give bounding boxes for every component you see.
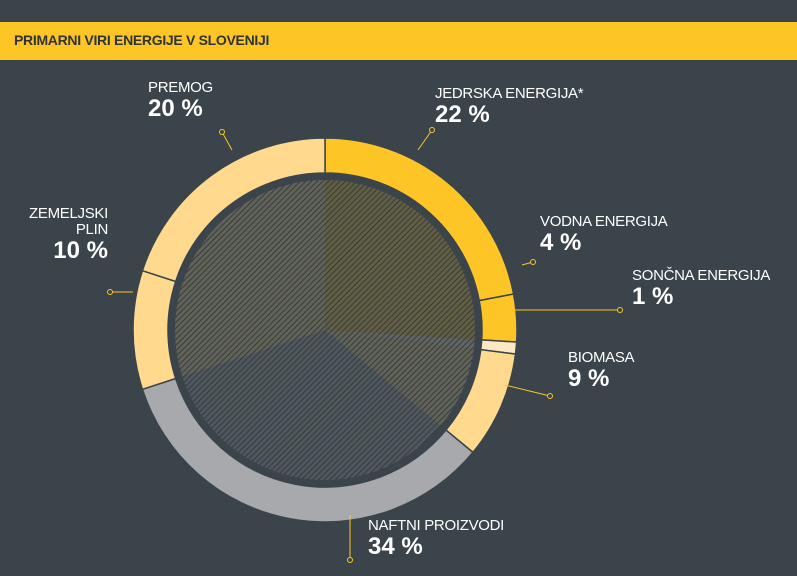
chart-title: PRIMARNI VIRI ENERGIJE V SLOVENIJI — [14, 32, 270, 48]
leader-line — [504, 384, 551, 397]
pie-slice — [325, 330, 475, 349]
pie-slice — [325, 330, 474, 426]
value-label: 20 % — [148, 94, 203, 122]
segment-label: ZEMELJSKI PLIN 10 % — [18, 206, 108, 263]
leader-dot — [219, 129, 225, 135]
category-label: SONČNA ENERGIJA — [632, 267, 771, 284]
category-label: ZEMELJSKI PLIN — [29, 205, 108, 238]
category-label: PREMOG — [148, 79, 213, 96]
category-label: NAFTNI PROIZVODI — [368, 517, 505, 534]
segment-label: JEDRSKA ENERGIJA* 22 % — [435, 85, 584, 128]
pie-slice — [325, 301, 476, 340]
header-bar: PRIMARNI VIRI ENERGIJE V SLOVENIJI — [0, 22, 797, 60]
donut-segment — [141, 137, 326, 283]
value-label: 22 % — [435, 100, 490, 128]
segment-label: SONČNA ENERGIJA 1 % — [632, 268, 770, 309]
pie-slice — [175, 283, 325, 377]
leader-dot — [530, 259, 536, 265]
leader-dot — [547, 393, 553, 399]
leader-line — [417, 129, 433, 151]
leader-dot — [107, 289, 113, 295]
category-label: BIOMASA — [568, 349, 635, 366]
value-label: 1 % — [632, 282, 674, 310]
category-label: VODNA ENERGIJA — [540, 213, 668, 230]
category-label: JEDRSKA ENERGIJA* — [435, 85, 584, 102]
value-label: 10 % — [53, 236, 108, 264]
segment-label: VODNA ENERGIJA 4 % — [540, 214, 668, 255]
value-label: 9 % — [568, 364, 610, 392]
segment-label: BIOMASA 9 % — [568, 349, 635, 392]
pie-slice — [182, 330, 441, 480]
pie-slice — [325, 180, 473, 330]
segment-label: NAFTNI PROIZVODI 34 % — [368, 518, 504, 559]
value-label: 34 % — [368, 532, 423, 560]
segment-label: PREMOG 20 % — [148, 80, 213, 121]
value-label: 4 % — [540, 228, 582, 256]
pie-slice — [182, 180, 325, 330]
leader-line — [221, 131, 233, 151]
leader-dot — [617, 307, 623, 313]
donut-segment — [478, 293, 518, 343]
leader-dot — [429, 127, 435, 133]
leader-dot — [347, 557, 353, 563]
